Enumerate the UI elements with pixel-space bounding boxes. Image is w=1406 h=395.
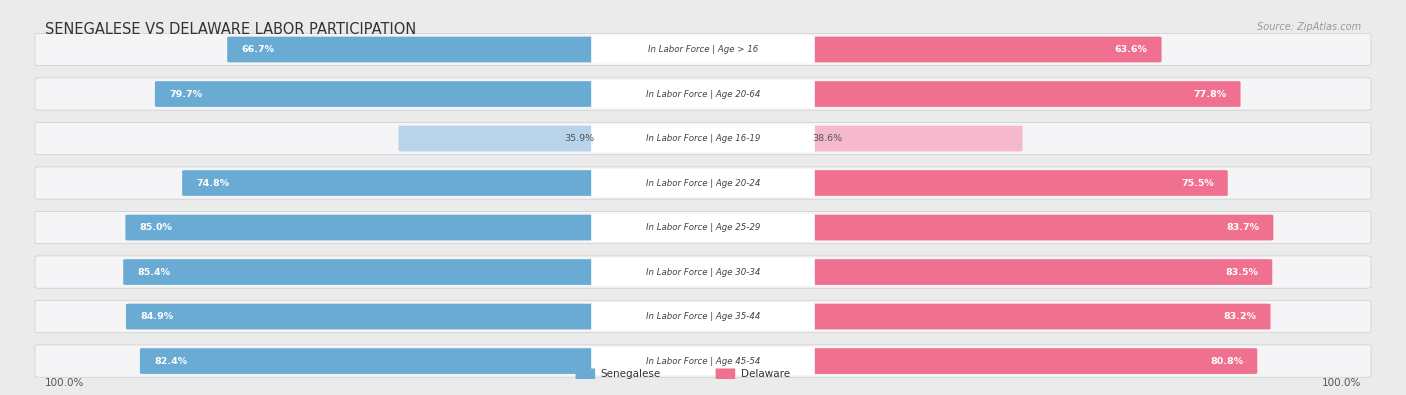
Text: 83.7%: 83.7% — [1226, 223, 1260, 232]
FancyBboxPatch shape — [139, 348, 603, 374]
FancyBboxPatch shape — [35, 33, 1371, 66]
FancyBboxPatch shape — [125, 215, 603, 241]
Text: In Labor Force | Age > 16: In Labor Force | Age > 16 — [648, 45, 758, 54]
FancyBboxPatch shape — [35, 345, 1371, 377]
FancyBboxPatch shape — [127, 304, 603, 329]
Text: In Labor Force | Age 30-34: In Labor Force | Age 30-34 — [645, 267, 761, 276]
Text: Source: ZipAtlas.com: Source: ZipAtlas.com — [1257, 22, 1361, 32]
FancyBboxPatch shape — [591, 169, 815, 197]
FancyBboxPatch shape — [35, 301, 1371, 333]
FancyBboxPatch shape — [591, 303, 815, 331]
Text: SENEGALESE VS DELAWARE LABOR PARTICIPATION: SENEGALESE VS DELAWARE LABOR PARTICIPATI… — [45, 22, 416, 37]
Text: Senegalese: Senegalese — [600, 369, 661, 379]
Text: In Labor Force | Age 45-54: In Labor Force | Age 45-54 — [645, 357, 761, 365]
FancyBboxPatch shape — [591, 80, 815, 108]
Text: 38.6%: 38.6% — [813, 134, 842, 143]
Text: 100.0%: 100.0% — [1322, 378, 1361, 388]
FancyBboxPatch shape — [591, 258, 815, 286]
FancyBboxPatch shape — [35, 122, 1371, 155]
FancyBboxPatch shape — [398, 126, 603, 151]
Text: In Labor Force | Age 35-44: In Labor Force | Age 35-44 — [645, 312, 761, 321]
Text: 74.8%: 74.8% — [197, 179, 229, 188]
FancyBboxPatch shape — [803, 126, 1022, 151]
Text: 79.7%: 79.7% — [169, 90, 202, 98]
FancyBboxPatch shape — [591, 347, 815, 375]
FancyBboxPatch shape — [591, 36, 815, 64]
FancyBboxPatch shape — [803, 259, 1272, 285]
FancyBboxPatch shape — [716, 369, 735, 379]
Text: In Labor Force | Age 20-64: In Labor Force | Age 20-64 — [645, 90, 761, 98]
Text: 82.4%: 82.4% — [153, 357, 187, 365]
FancyBboxPatch shape — [35, 211, 1371, 244]
FancyBboxPatch shape — [803, 348, 1257, 374]
Text: Delaware: Delaware — [741, 369, 790, 379]
FancyBboxPatch shape — [228, 37, 603, 62]
FancyBboxPatch shape — [803, 37, 1161, 62]
FancyBboxPatch shape — [803, 81, 1240, 107]
FancyBboxPatch shape — [124, 259, 603, 285]
Text: 85.4%: 85.4% — [138, 267, 170, 276]
Text: In Labor Force | Age 25-29: In Labor Force | Age 25-29 — [645, 223, 761, 232]
Text: 77.8%: 77.8% — [1194, 90, 1226, 98]
FancyBboxPatch shape — [183, 170, 603, 196]
FancyBboxPatch shape — [575, 369, 595, 379]
FancyBboxPatch shape — [35, 256, 1371, 288]
Text: 35.9%: 35.9% — [564, 134, 593, 143]
Text: 63.6%: 63.6% — [1115, 45, 1147, 54]
Text: 66.7%: 66.7% — [242, 45, 274, 54]
Text: In Labor Force | Age 16-19: In Labor Force | Age 16-19 — [645, 134, 761, 143]
FancyBboxPatch shape — [35, 167, 1371, 199]
Text: 84.9%: 84.9% — [141, 312, 173, 321]
FancyBboxPatch shape — [591, 124, 815, 152]
FancyBboxPatch shape — [803, 170, 1227, 196]
FancyBboxPatch shape — [803, 304, 1271, 329]
FancyBboxPatch shape — [803, 215, 1274, 241]
FancyBboxPatch shape — [35, 78, 1371, 110]
Text: 83.5%: 83.5% — [1226, 267, 1258, 276]
Text: 75.5%: 75.5% — [1181, 179, 1213, 188]
Text: 83.2%: 83.2% — [1223, 312, 1257, 321]
Text: In Labor Force | Age 20-24: In Labor Force | Age 20-24 — [645, 179, 761, 188]
Text: 100.0%: 100.0% — [45, 378, 84, 388]
Text: 85.0%: 85.0% — [139, 223, 173, 232]
Text: 80.8%: 80.8% — [1211, 357, 1243, 365]
FancyBboxPatch shape — [155, 81, 603, 107]
FancyBboxPatch shape — [591, 214, 815, 242]
